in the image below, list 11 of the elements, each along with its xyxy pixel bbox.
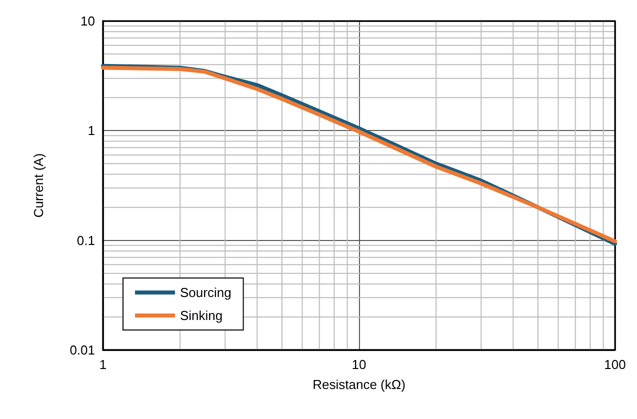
legend-label: Sinking [180, 308, 223, 323]
x-tick-label: 100 [604, 357, 626, 372]
y-tick-label: 10 [80, 14, 95, 28]
legend-label: Sourcing [180, 285, 232, 300]
x-tick-label: 10 [352, 357, 366, 372]
x-tick-label: 1 [99, 357, 107, 372]
y-tick-label: 1 [88, 123, 95, 138]
x-axis-title: Resistance (kΩ) [312, 377, 406, 392]
y-axis-title: Current (A) [31, 153, 46, 218]
y-tick-label: 0.01 [70, 342, 95, 358]
y-tick-label: 0.1 [76, 232, 95, 248]
